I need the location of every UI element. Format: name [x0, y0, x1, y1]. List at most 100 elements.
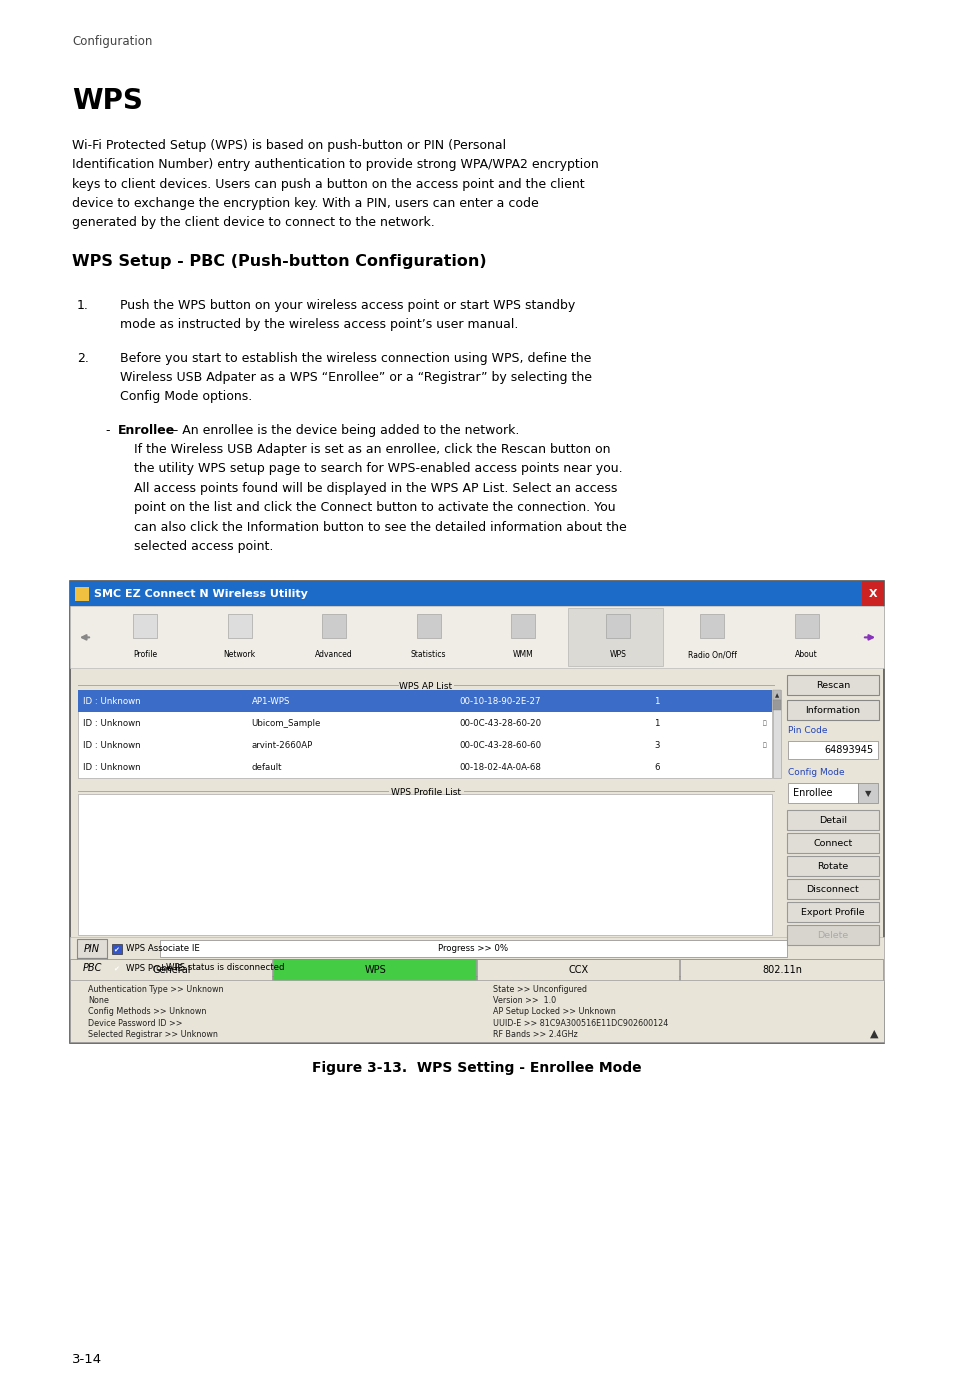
Text: AP Setup Locked >> Unknown: AP Setup Locked >> Unknown [493, 1008, 616, 1016]
Text: WPS: WPS [71, 87, 143, 115]
Bar [112, 944, 122, 954]
Text: 2.: 2. [77, 351, 89, 365]
FancyBboxPatch shape [77, 940, 107, 958]
Text: ✔: ✔ [113, 966, 119, 972]
Text: arvint-2660AP: arvint-2660AP [252, 741, 313, 750]
Text: WPS Probe IE: WPS Probe IE [126, 963, 183, 973]
Bar [605, 615, 629, 638]
Text: Before you start to establish the wireless connection using WPS, define the: Before you start to establish the wirele… [120, 351, 591, 365]
Bar [787, 741, 877, 759]
Bar [70, 607, 883, 669]
Text: Information: Information [804, 706, 860, 715]
Bar [679, 959, 882, 981]
Text: ✔: ✔ [113, 947, 119, 952]
Text: ▲: ▲ [869, 1029, 878, 1038]
Bar [568, 608, 662, 666]
FancyBboxPatch shape [77, 958, 107, 977]
FancyBboxPatch shape [786, 902, 878, 923]
Text: – An enrollee is the device being added to the network.: – An enrollee is the device being added … [168, 423, 518, 437]
Text: WPS: WPS [609, 651, 625, 659]
Text: device to exchange the encryption key. With a PIN, users can enter a code: device to exchange the encryption key. W… [71, 197, 538, 210]
Text: ID : Unknown: ID : Unknown [83, 763, 140, 772]
Bar [787, 783, 857, 804]
FancyBboxPatch shape [786, 676, 878, 695]
Text: Statistics: Statistics [411, 651, 446, 659]
Text: default: default [252, 763, 282, 772]
Text: 00-0C-43-28-60-20: 00-0C-43-28-60-20 [459, 719, 541, 727]
Text: Identification Number) entry authentication to provide strong WPA/WPA2 encryptio: Identification Number) entry authenticat… [71, 158, 598, 171]
Text: Selected Registrar >> Unknown: Selected Registrar >> Unknown [88, 1030, 217, 1038]
Text: 3-14: 3-14 [71, 1353, 102, 1366]
Text: Rescan: Rescan [815, 682, 849, 690]
Bar [70, 582, 883, 1044]
Text: Advanced: Advanced [315, 651, 353, 659]
Text: Config Mode: Config Mode [787, 769, 843, 777]
Text: point on the list and click the Connect button to activate the connection. You: point on the list and click the Connect … [133, 501, 615, 514]
Text: Delete: Delete [817, 931, 848, 940]
Text: 3: 3 [654, 741, 659, 750]
FancyBboxPatch shape [786, 880, 878, 899]
Text: Push the WPS button on your wireless access point or start WPS standby: Push the WPS button on your wireless acc… [120, 298, 575, 312]
Text: ID : Unknown: ID : Unknown [83, 697, 140, 706]
Text: 🔑: 🔑 [762, 720, 766, 726]
Text: Network: Network [223, 651, 255, 659]
Text: Connect: Connect [813, 838, 852, 848]
Text: UUID-E >> 81C9A300516E11DC902600124: UUID-E >> 81C9A300516E11DC902600124 [493, 1019, 668, 1027]
Text: PBC: PBC [82, 963, 102, 973]
Bar [274, 959, 476, 981]
Text: the utility WPS setup page to search for WPS-enabled access points near you.: the utility WPS setup page to search for… [133, 462, 622, 476]
Text: WPS Profile List: WPS Profile List [391, 788, 460, 797]
Bar [75, 587, 89, 601]
FancyBboxPatch shape [786, 701, 878, 720]
Text: 64893945: 64893945 [824, 745, 873, 755]
Bar [857, 783, 877, 804]
Bar [70, 937, 883, 981]
Text: Pin Code: Pin Code [787, 726, 826, 736]
Text: Wireless USB Adpater as a WPS “Enrollee” or a “Registrar” by selecting the: Wireless USB Adpater as a WPS “Enrollee”… [120, 371, 592, 384]
Bar [476, 959, 679, 981]
Bar [160, 941, 786, 958]
Bar [794, 615, 818, 638]
Text: Configuration: Configuration [71, 35, 152, 49]
Text: ID : Unknown: ID : Unknown [83, 741, 140, 750]
Text: Detail: Detail [818, 816, 846, 824]
Text: ID : Unknown: ID : Unknown [83, 719, 140, 727]
FancyBboxPatch shape [786, 856, 878, 876]
Text: 00-0C-43-28-60-60: 00-0C-43-28-60-60 [459, 741, 541, 750]
Text: 00-10-18-90-2E-27: 00-10-18-90-2E-27 [459, 697, 540, 706]
Text: -: - [105, 423, 110, 437]
Text: AP1-WPS: AP1-WPS [252, 697, 290, 706]
Text: If the Wireless USB Adapter is set as an enrollee, click the Rescan button on: If the Wireless USB Adapter is set as an… [133, 443, 610, 457]
Text: Rotate: Rotate [817, 862, 848, 870]
Text: CCX: CCX [568, 966, 588, 976]
Bar [700, 615, 723, 638]
Bar [70, 959, 273, 981]
Text: keys to client devices. Users can push a button on the access point and the clie: keys to client devices. Users can push a… [71, 178, 584, 190]
Text: Disconnect: Disconnect [806, 886, 859, 894]
Bar [322, 615, 346, 638]
Text: PIN: PIN [84, 944, 100, 954]
Text: Authentication Type >> Unknown: Authentication Type >> Unknown [88, 984, 223, 994]
Text: State >> Unconfigured: State >> Unconfigured [493, 984, 587, 994]
Text: Figure 3-13.  WPS Setting - Enrollee Mode: Figure 3-13. WPS Setting - Enrollee Mode [312, 1062, 641, 1076]
Text: X: X [868, 589, 877, 598]
Text: WMM: WMM [513, 651, 533, 659]
Text: 1: 1 [654, 719, 659, 727]
Bar [772, 690, 781, 779]
Text: ▼: ▼ [863, 788, 870, 798]
Text: generated by the client device to connect to the network.: generated by the client device to connec… [71, 217, 435, 229]
Bar [511, 615, 535, 638]
Bar [772, 690, 781, 701]
Bar [160, 959, 786, 976]
Text: WPS AP List: WPS AP List [399, 683, 452, 691]
Text: WPS Associate IE: WPS Associate IE [126, 944, 200, 954]
FancyBboxPatch shape [786, 811, 878, 830]
Bar [70, 980, 883, 1042]
Text: 802.11n: 802.11n [761, 966, 801, 976]
Bar [133, 615, 157, 638]
Bar [228, 615, 252, 638]
Text: Wi-Fi Protected Setup (WPS) is based on push-button or PIN (Personal: Wi-Fi Protected Setup (WPS) is based on … [71, 139, 506, 153]
Text: can also click the Information button to see the detailed information about the: can also click the Information button to… [133, 520, 626, 533]
Text: Device Password ID >>: Device Password ID >> [88, 1019, 182, 1027]
Text: mode as instructed by the wireless access point’s user manual.: mode as instructed by the wireless acces… [120, 318, 517, 332]
